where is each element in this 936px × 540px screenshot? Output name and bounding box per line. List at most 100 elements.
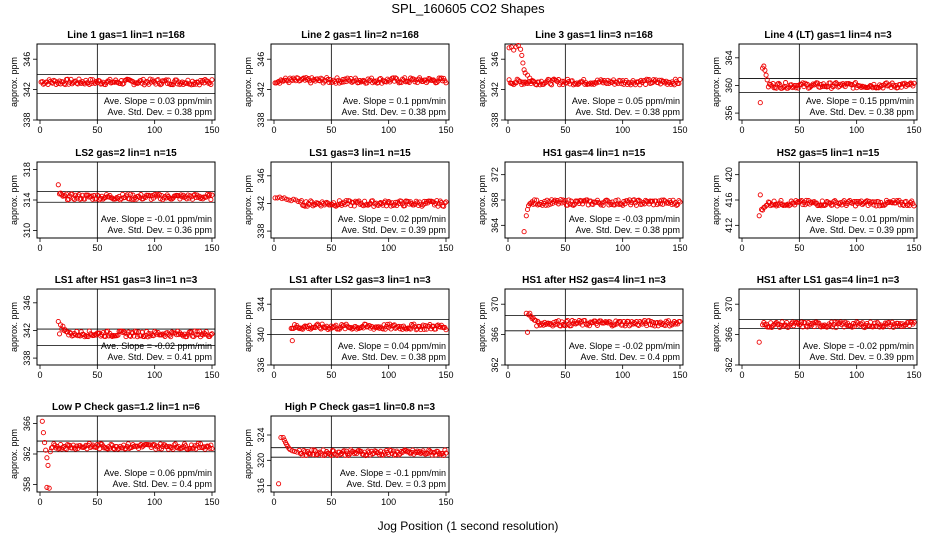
data-point: [387, 200, 393, 206]
data-point: [631, 319, 637, 325]
data-point: [588, 198, 594, 204]
data-point: [607, 319, 613, 325]
data-point: [44, 455, 50, 461]
data-point: [518, 46, 524, 52]
y-tick-label: 356: [724, 106, 734, 121]
data-point: [76, 192, 82, 198]
data-point: [851, 323, 857, 329]
data-point: [67, 329, 73, 335]
data-point: [909, 198, 915, 204]
x-tick-label: 50: [326, 243, 336, 253]
data-point: [76, 76, 82, 82]
data-point: [363, 453, 369, 459]
x-tick-label: 50: [326, 370, 336, 380]
data-point: [209, 331, 215, 337]
data-point: [547, 81, 553, 87]
data-point: [404, 326, 410, 332]
data-point: [120, 329, 126, 336]
data-point: [672, 321, 678, 327]
y-tick-label: 310: [22, 223, 32, 238]
data-point: [276, 481, 282, 487]
panel-5: LS1 gas=3 lin=1 n=15 0 50 100 150 338 342 346ap…: [243, 148, 454, 253]
data-point: [805, 319, 812, 326]
data-point: [91, 332, 97, 338]
data-point: [842, 319, 848, 325]
slope-annotation: Ave. Slope = 0.15 ppm/min: [806, 96, 914, 106]
y-tick-label: 338: [256, 112, 266, 127]
data-point: [313, 322, 319, 328]
y-tick-label: 362: [724, 357, 734, 372]
y-tick-label: 318: [22, 162, 32, 177]
y-tick-label: 320: [256, 453, 266, 468]
x-tick-label: 150: [438, 125, 453, 135]
data-point: [164, 444, 170, 450]
x-tick-label: 150: [672, 370, 687, 380]
data-point: [280, 434, 286, 441]
data-point: [158, 446, 165, 452]
data-point: [881, 202, 887, 208]
data-point: [771, 198, 777, 204]
y-tick-label: 364: [724, 50, 734, 65]
x-tick-label: 0: [271, 370, 276, 380]
data-point: [128, 191, 134, 197]
data-point: [894, 198, 900, 204]
data-point: [342, 76, 348, 82]
x-tick-label: 150: [438, 243, 453, 253]
data-point: [515, 42, 521, 49]
x-tick-label: 100: [849, 370, 864, 380]
data-point: [77, 79, 83, 85]
data-point: [206, 193, 212, 199]
data-point: [86, 328, 92, 334]
data-point: [97, 446, 103, 452]
data-point: [208, 197, 214, 203]
panel-title: Line 1 gas=1 lin=1 n=168: [67, 30, 185, 41]
data-point: [797, 198, 804, 204]
data-point: [305, 450, 311, 456]
y-tick-label: 316: [256, 478, 266, 493]
panel-0: Line 1 gas=1 lin=1 n=168 0 50 100 150 338 342 3…: [9, 30, 220, 135]
data-point: [82, 334, 88, 340]
panel-7: HS2 gas=5 lin=1 n=15 0 50 100 150 412 416 420ap…: [711, 148, 922, 253]
data-point: [668, 81, 674, 87]
y-axis-label: approx. ppm: [9, 175, 19, 225]
data-point: [643, 81, 649, 87]
x-tick-label: 0: [37, 497, 42, 507]
x-tick-label: 100: [381, 243, 396, 253]
x-tick-label: 0: [739, 125, 744, 135]
data-point: [89, 443, 95, 449]
data-point: [419, 203, 425, 209]
data-point: [553, 319, 559, 325]
data-point: [204, 191, 210, 197]
y-tick-label: 338: [256, 224, 266, 239]
panel-13: High P Check gas=1 lin=0.8 n=3 0 50 100 150 3…: [243, 402, 454, 507]
data-point: [384, 321, 391, 327]
data-point: [402, 203, 408, 209]
panel-title: HS1 gas=4 lin=1 n=15: [543, 148, 646, 159]
data-point: [871, 81, 877, 87]
data-point: [521, 67, 527, 73]
data-point: [866, 84, 872, 90]
x-tick-label: 100: [147, 497, 162, 507]
data-point: [70, 442, 76, 448]
data-point: [325, 77, 331, 83]
data-point: [157, 196, 163, 202]
data-point: [406, 449, 412, 456]
panel-title: High P Check gas=1 lin=0.8 n=3: [285, 402, 436, 413]
data-point: [390, 75, 396, 81]
data-point: [841, 198, 847, 204]
data-point: [133, 329, 139, 335]
x-tick-label: 0: [271, 243, 276, 253]
y-tick-label: 324: [256, 427, 266, 442]
y-tick-label: 358: [22, 477, 32, 492]
std-dev-annotation: Ave. Std. Dev. = 0.39 ppm: [810, 352, 914, 362]
data-point: [117, 80, 123, 87]
y-tick-label: 366: [22, 416, 32, 431]
data-point: [301, 324, 307, 330]
data-point: [768, 203, 774, 209]
data-point: [534, 197, 540, 203]
data-point: [880, 85, 886, 91]
data-point: [779, 319, 785, 325]
data-point: [600, 202, 606, 208]
panel-title: Low P Check gas=1.2 lin=1 n=6: [52, 402, 200, 413]
plot-frame: [270, 161, 450, 239]
